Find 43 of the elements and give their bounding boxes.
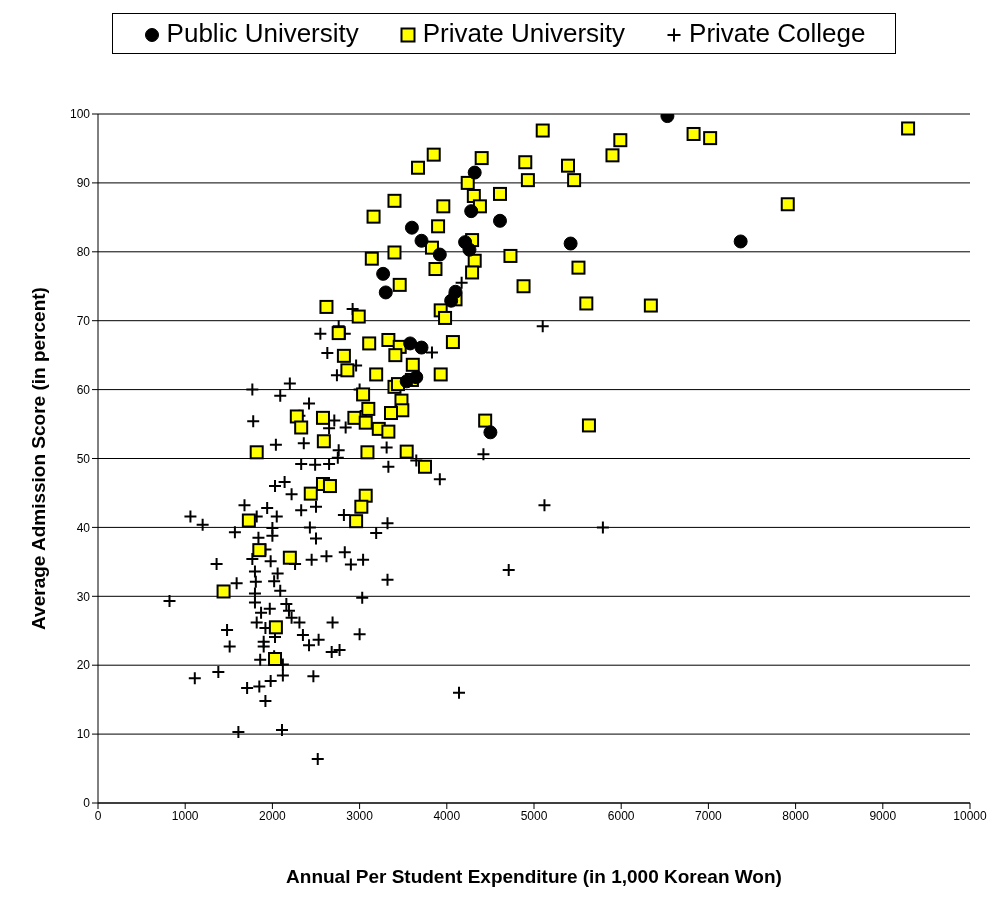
y-axis-title: Average Admission Score (in percent) bbox=[27, 287, 49, 630]
point bbox=[414, 340, 429, 355]
point bbox=[483, 425, 498, 440]
point bbox=[563, 236, 578, 251]
point bbox=[376, 266, 391, 281]
y-tick-label: 30 bbox=[76, 589, 91, 604]
x-tick-label: 10000 bbox=[953, 808, 988, 823]
point bbox=[403, 336, 418, 351]
y-tick-label: 50 bbox=[76, 451, 91, 466]
x-tick-label: 1000 bbox=[171, 808, 199, 823]
y-tick-label: 90 bbox=[76, 176, 91, 191]
y-tick-label: 70 bbox=[76, 313, 91, 328]
point bbox=[404, 220, 419, 235]
x-tick-label: 0 bbox=[94, 808, 102, 823]
point bbox=[467, 165, 482, 180]
x-tick-label: 3000 bbox=[346, 808, 374, 823]
y-tick-label: 10 bbox=[76, 727, 91, 742]
point bbox=[464, 204, 479, 219]
point bbox=[444, 293, 459, 308]
point bbox=[399, 374, 414, 389]
y-tick-label: 100 bbox=[69, 107, 91, 122]
legend-label: Private College bbox=[688, 18, 866, 49]
x-tick-label: 5000 bbox=[520, 808, 548, 823]
y-tick-label: 40 bbox=[76, 520, 91, 535]
x-axis-title: Annual Per Student Expenditure (in 1,000 Korean Won) bbox=[286, 866, 782, 887]
legend-label: Public University bbox=[165, 18, 359, 49]
point bbox=[462, 242, 477, 257]
point bbox=[733, 234, 748, 249]
point bbox=[492, 213, 507, 228]
x-tick-label: 7000 bbox=[695, 808, 723, 823]
point bbox=[414, 233, 429, 248]
x-tick-label: 8000 bbox=[782, 808, 810, 823]
y-tick-label: 60 bbox=[76, 382, 91, 397]
x-tick-label: 6000 bbox=[607, 808, 635, 823]
y-tick-label: 20 bbox=[76, 658, 91, 673]
x-tick-label: 2000 bbox=[259, 808, 287, 823]
legend-label: Private University bbox=[421, 18, 626, 49]
point bbox=[378, 285, 393, 300]
point bbox=[432, 247, 447, 262]
x-tick-label: 9000 bbox=[869, 808, 897, 823]
y-tick-label: 80 bbox=[76, 245, 91, 260]
y-tick-label: 0 bbox=[83, 796, 91, 811]
x-tick-label: 4000 bbox=[433, 808, 461, 823]
